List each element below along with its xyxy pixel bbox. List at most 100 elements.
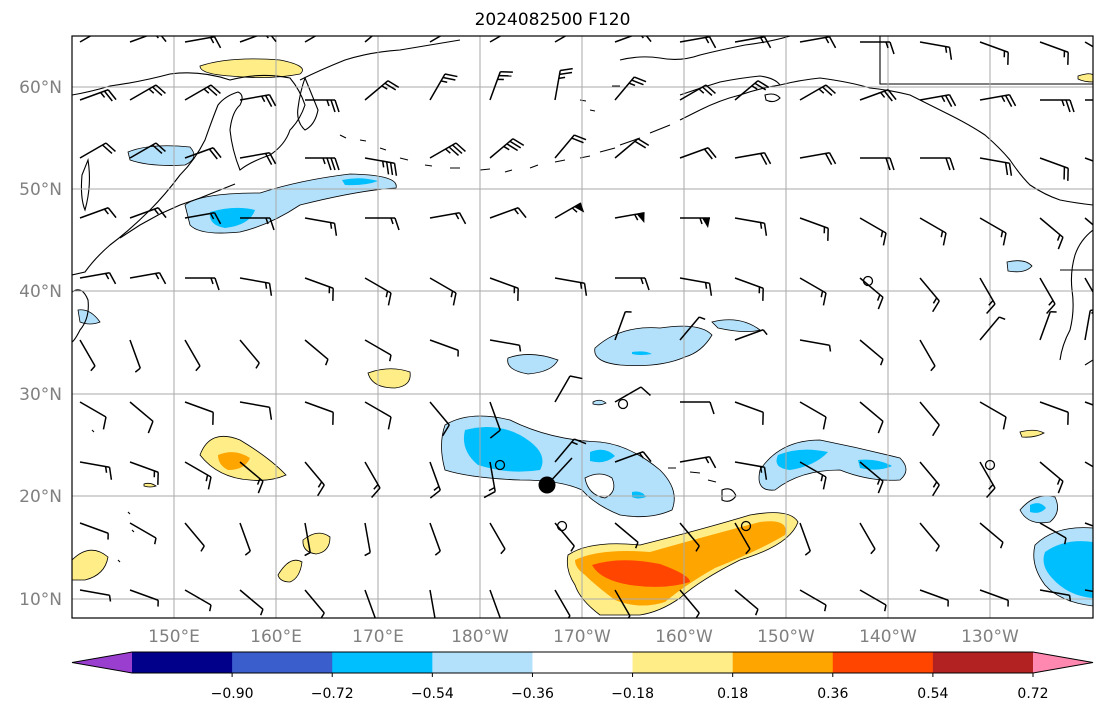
- wind-barb: [239, 461, 264, 494]
- wind-barb: [799, 522, 811, 556]
- wind-barb: [184, 401, 214, 425]
- wind-barb: [239, 36, 277, 43]
- wind-barb: [489, 401, 501, 439]
- wind-barb: [1039, 217, 1064, 250]
- contour-blue: [590, 449, 615, 463]
- wind-barb: [304, 339, 329, 366]
- calm-wind-circle: [617, 398, 629, 410]
- wind-barb: [364, 80, 400, 101]
- wind-barb: [184, 522, 205, 552]
- wind-barb: [1039, 461, 1064, 494]
- wind-barb: [364, 522, 371, 557]
- wind-barb: [1039, 589, 1072, 602]
- wind-barb: [489, 339, 522, 352]
- wind-barb: [859, 401, 884, 434]
- wind-barb: [1084, 217, 1093, 238]
- wind-barb: [679, 522, 700, 552]
- wind-barb: [129, 589, 159, 607]
- lat-label: 30°N: [19, 385, 62, 405]
- wind-barb: [799, 84, 836, 101]
- contour-blue: [632, 351, 652, 355]
- wind-barb: [554, 375, 583, 403]
- wind-barb: [129, 272, 167, 285]
- wind-barb: [429, 589, 436, 618]
- contour-red: [592, 560, 690, 587]
- contour-yellow: [277, 559, 303, 583]
- wind-barb: [734, 589, 759, 616]
- coastline-hawaii: [668, 467, 737, 502]
- wind-barb: [1084, 157, 1093, 169]
- wind-barb: [489, 277, 519, 301]
- contour-blue: [209, 207, 255, 228]
- calm-wind-circle: [556, 520, 568, 532]
- colorbar-label: −0.18: [611, 686, 654, 702]
- wind-barb: [554, 277, 588, 296]
- wind-barb: [79, 339, 96, 372]
- wind-barb: [799, 589, 827, 612]
- contour-yellow: [72, 549, 109, 581]
- wind-barb: [734, 329, 768, 341]
- wind-barb: [129, 401, 154, 434]
- wind-barb: [184, 84, 221, 101]
- coastline-baja: [1084, 359, 1093, 366]
- wind-barb: [1084, 41, 1093, 58]
- wind-barb: [483, 461, 496, 499]
- contour-blue: [463, 426, 543, 472]
- wind-barb: [799, 152, 837, 165]
- wind-barb: [304, 217, 338, 236]
- wind-barb: [304, 277, 334, 301]
- contour-white-hole: [584, 473, 615, 499]
- wind-barb: [979, 157, 1013, 176]
- wind-barb: [1039, 277, 1056, 314]
- wind-barb: [79, 272, 117, 285]
- wind-barb: [129, 207, 167, 219]
- wind-barb: [429, 212, 467, 225]
- wind-barb: [614, 311, 632, 341]
- wind-barb: [554, 36, 582, 43]
- wind-barb: [429, 142, 466, 159]
- wind-barb: [364, 36, 389, 43]
- wind-barb: [79, 142, 116, 159]
- wind-barb: [239, 401, 273, 420]
- wind-barb: [614, 138, 650, 159]
- lon-label: 170°W: [553, 627, 611, 647]
- wind-barb: [429, 36, 457, 43]
- colorbar-swatch: [432, 652, 533, 673]
- wind-barb: [859, 217, 887, 246]
- wind-barb: [979, 316, 1006, 341]
- wind-barb: [79, 207, 117, 219]
- colorbar-label: 0.36: [817, 686, 848, 702]
- wind-barb: [799, 36, 837, 49]
- wind-barb: [614, 451, 652, 463]
- wind-barb: [734, 401, 764, 425]
- wind-barb: [184, 36, 222, 49]
- wind-barb: [129, 339, 141, 373]
- coastlines: [72, 36, 1093, 563]
- colorbar-label: 0.72: [1017, 686, 1048, 702]
- coastline-kamchatka: [297, 76, 319, 131]
- anomaly-contours: [72, 58, 1093, 616]
- colorbar-extend-low: [72, 652, 132, 673]
- coastline-aleutians: [339, 109, 701, 173]
- wind-barb: [129, 36, 167, 43]
- colorbar-label: −0.90: [211, 686, 254, 702]
- wind-barb: [680, 401, 715, 415]
- wind-barb: [489, 71, 513, 101]
- wind-barb: [554, 134, 587, 159]
- wind-barb: [239, 277, 273, 296]
- lon-label: 160°W: [655, 627, 713, 647]
- wind-barb: [979, 461, 996, 498]
- colorbar-label: 0.54: [917, 686, 948, 702]
- wind-barb: [129, 522, 157, 545]
- wind-barb: [129, 84, 166, 101]
- map-title: 2024082500 F120: [474, 10, 631, 30]
- wind-barb: [919, 41, 953, 60]
- colorbar-swatch: [232, 652, 333, 673]
- wind-barb: [734, 80, 770, 101]
- wind-barb: [489, 589, 501, 618]
- wind-barb: [489, 522, 506, 555]
- wind-barb: [919, 401, 940, 437]
- contour-blue: [1030, 503, 1046, 513]
- contour-yellow: [143, 482, 157, 488]
- wind-barb: [734, 36, 772, 49]
